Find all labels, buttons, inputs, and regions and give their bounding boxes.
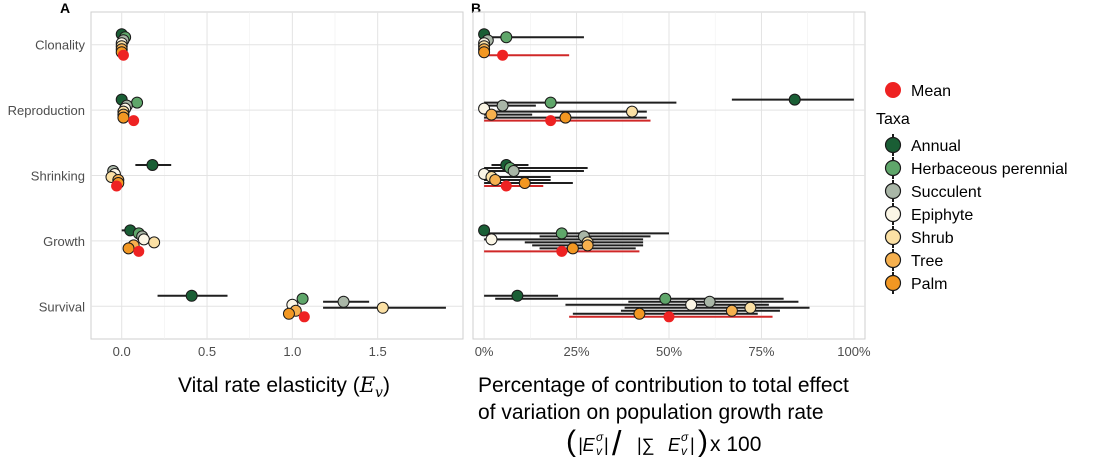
point-mean-reproduction [128,115,140,127]
point-shrub-survival [744,301,757,314]
point-annual-shrinking [146,159,159,171]
point-annual-reproduction [788,93,801,106]
legend-label-shrub: Shrub [911,230,954,247]
legend-label-herbaceous-perennial: Herbaceous perennial [911,161,1068,178]
x-tick-label: 1.5 [369,344,387,359]
legend-key-tree [884,251,902,269]
point-epiphyte-growth [485,233,498,246]
point-palm-growth [566,242,579,255]
svg-text:|∑: |∑ [637,435,655,455]
point-herbaceous-perennial-clonality [500,31,513,44]
svg-text:|E: |E [578,435,596,455]
point-tree-growth [581,239,594,252]
legend-key-palm [884,274,902,292]
svg-text:v: v [596,444,603,458]
point-shrub-reproduction [626,105,639,118]
x-tick-label: 0.5 [198,344,216,359]
point-mean-shrinking [111,180,123,192]
category-label-shrinking: Shrinking [31,169,85,184]
x-tick-label: 50% [656,344,682,359]
legend-taxa-title: Taxa [876,111,910,128]
panel-a-tag: A [60,0,70,16]
x-tick-label: 0% [475,344,494,359]
svg-text:σ: σ [596,430,604,444]
point-annual-growth [478,224,491,237]
x-tick-label: 0.0 [113,344,131,359]
point-mean-clonality [497,49,509,61]
legend-key-shrub [884,228,902,246]
svg-text:|: | [604,435,609,455]
point-mean-growth [133,245,145,257]
legend: Mean Taxa Annual Herbaceous perennial Succ… [876,82,1068,294]
legend-mean-label: Mean [911,83,951,100]
point-tree-shrinking [489,174,502,186]
panel-a-plot: 0.0 0.5 1.0 1.5 Clonality Reproduction Shrinki… [8,11,464,359]
x-tick-label: 1.0 [283,344,301,359]
point-succulent-survival [337,295,350,308]
point-palm-growth [122,242,135,255]
svg-text:/: / [612,425,622,460]
point-mean-reproduction [545,115,557,127]
legend-label-epiphyte: Epiphyte [911,207,973,224]
panel-b-xlabel-line1: Percentage of contribution to total effe… [478,374,849,397]
svg-text:v: v [681,444,688,458]
x-tick-label: 25% [564,344,590,359]
category-label-clonality: Clonality [35,38,85,53]
legend-label-annual: Annual [911,138,961,155]
point-palm-survival [282,307,295,320]
point-tree-survival [725,304,738,317]
panel-b-xlabel-formula-tail: x 100 [710,433,761,456]
point-shrub-survival [376,301,389,314]
svg-text:(: ( [566,425,576,458]
point-annual-survival [185,289,198,302]
point-palm-clonality [478,46,491,59]
panel-b-plot: 0% 25% 50% 75% 100% [472,11,871,359]
point-epiphyte-growth [137,233,150,246]
legend-label-succulent: Succulent [911,184,982,201]
panel-b-xlabel-formula: ( |E v σ | / |∑ E v σ | ) x 100 [566,425,761,460]
svg-text:): ) [698,425,708,458]
legend-key-epiphyte [884,205,902,223]
legend-label-tree: Tree [911,253,943,270]
panel-a-xlabel: Vital rate elasticity (Ev) [178,373,390,401]
legend-taxa-list: Annual Herbaceous perennial Succulent Epiph… [884,134,1068,294]
x-tick-label: 100% [837,344,871,359]
point-mean-shrinking [500,180,512,192]
point-mean-growth [556,245,568,257]
category-label-survival: Survival [39,299,85,314]
legend-label-palm: Palm [911,276,947,293]
point-herbaceous-perennial-survival [296,292,309,305]
point-tree-reproduction [485,108,498,121]
panel-b-tag: B [471,0,481,16]
point-herbaceous-perennial-reproduction [544,96,557,109]
point-palm-survival [633,307,646,320]
svg-text:σ: σ [681,430,689,444]
point-palm-shrinking [518,177,531,189]
point-mean-clonality [117,49,129,61]
point-epiphyte-survival [685,298,698,311]
x-tick-label: 75% [748,344,774,359]
point-herbaceous-perennial-reproduction [131,96,144,109]
category-label-growth: Growth [43,234,85,249]
point-herbaceous-perennial-growth [555,227,568,240]
legend-key-succulent [884,182,902,200]
legend-mean-key [885,82,901,98]
legend-key-annual [884,136,902,154]
point-succulent-shrinking [507,165,520,177]
svg-text:E: E [668,435,681,455]
point-annual-survival [511,289,524,302]
panel-b-xlabel-line2: of variation on population growth rate [478,401,824,424]
point-shrub-growth [148,236,161,249]
point-palm-reproduction [117,111,130,124]
point-succulent-reproduction [496,99,509,112]
legend-key-herbaceous-perennial [884,159,902,177]
category-label-reproduction: Reproduction [8,103,85,118]
point-succulent-survival [703,295,716,308]
svg-text:|: | [690,435,695,455]
point-palm-reproduction [559,111,572,124]
point-mean-survival [298,311,310,323]
point-herbaceous-perennial-survival [659,292,672,305]
point-mean-survival [663,311,675,323]
